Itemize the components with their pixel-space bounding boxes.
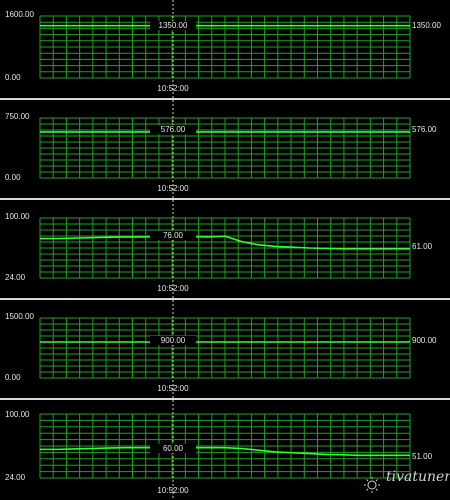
series-line bbox=[40, 446, 410, 457]
graph-plot-5 bbox=[39, 400, 411, 498]
graph-3-ymax-label: 100.00 bbox=[5, 212, 30, 221]
graph-plot-2 bbox=[39, 100, 411, 198]
graph-2-cursor-time: 10:52:00 bbox=[157, 184, 189, 193]
graph-panel-3[interactable]: 100.00 24.00 61.00 76.00 10:52:00 bbox=[0, 200, 450, 298]
graph-plot-4 bbox=[39, 300, 411, 398]
watermark-logo: tivatuner bbox=[360, 468, 450, 498]
graph-1-ymin-label: 0.00 bbox=[5, 73, 21, 82]
graph-3-cursor-value: 76.00 bbox=[150, 231, 196, 240]
graph-1-current-value: 1350.00 bbox=[412, 21, 441, 30]
graph-panel-5[interactable]: 100.00 24.00 51.00 60.00 10:52:00 bbox=[0, 400, 450, 500]
graph-1-ymax-label: 1600.00 bbox=[5, 10, 34, 19]
graph-2-ymax-label: 750.00 bbox=[5, 112, 30, 121]
graph-panel-1[interactable]: 1600.00 0.00 1350.00 1350.00 10:52:00 bbox=[0, 0, 450, 98]
graph-4-ymax-label: 1500.00 bbox=[5, 312, 34, 321]
graph-3-cursor-time: 10:52:00 bbox=[157, 284, 189, 293]
graph-3-current-value: 61.00 bbox=[412, 242, 433, 251]
graph-1-cursor-value: 1350.00 bbox=[150, 21, 196, 30]
graph-5-cursor-value: 60.00 bbox=[150, 444, 196, 453]
graph-5-current-value: 51.00 bbox=[412, 452, 433, 461]
graph-panel-4[interactable]: 1500.00 0.00 900.00 900.00 10:52:00 bbox=[0, 300, 450, 398]
graph-2-current-value: 576.00 bbox=[412, 125, 437, 134]
graph-divider bbox=[0, 98, 450, 100]
graph-2-ymin-label: 0.00 bbox=[5, 173, 21, 182]
graph-divider bbox=[0, 398, 450, 400]
graph-4-cursor-value: 900.00 bbox=[150, 336, 196, 345]
graph-plot-3 bbox=[39, 200, 411, 298]
graph-plot-1 bbox=[39, 0, 411, 98]
graph-4-current-value: 900.00 bbox=[412, 336, 437, 345]
graph-divider bbox=[0, 298, 450, 300]
graph-4-ymin-label: 0.00 bbox=[5, 373, 21, 382]
series-line bbox=[40, 235, 410, 250]
graph-3-ymin-label: 24.00 bbox=[5, 273, 26, 282]
graph-5-ymin-label: 24.00 bbox=[5, 473, 26, 482]
graph-5-ymax-label: 100.00 bbox=[5, 410, 30, 419]
graph-2-cursor-value: 576.00 bbox=[150, 125, 196, 134]
graph-panel-2[interactable]: 750.00 0.00 576.00 576.00 10:52:00 bbox=[0, 100, 450, 198]
gear-sun-icon bbox=[364, 477, 380, 493]
graph-5-cursor-time: 10:52:00 bbox=[157, 486, 189, 495]
graph-divider bbox=[0, 198, 450, 200]
graph-4-cursor-time: 10:52:00 bbox=[157, 384, 189, 393]
watermark-text: tivatuner bbox=[386, 469, 450, 485]
graph-1-cursor-time: 10:52:00 bbox=[157, 84, 189, 93]
